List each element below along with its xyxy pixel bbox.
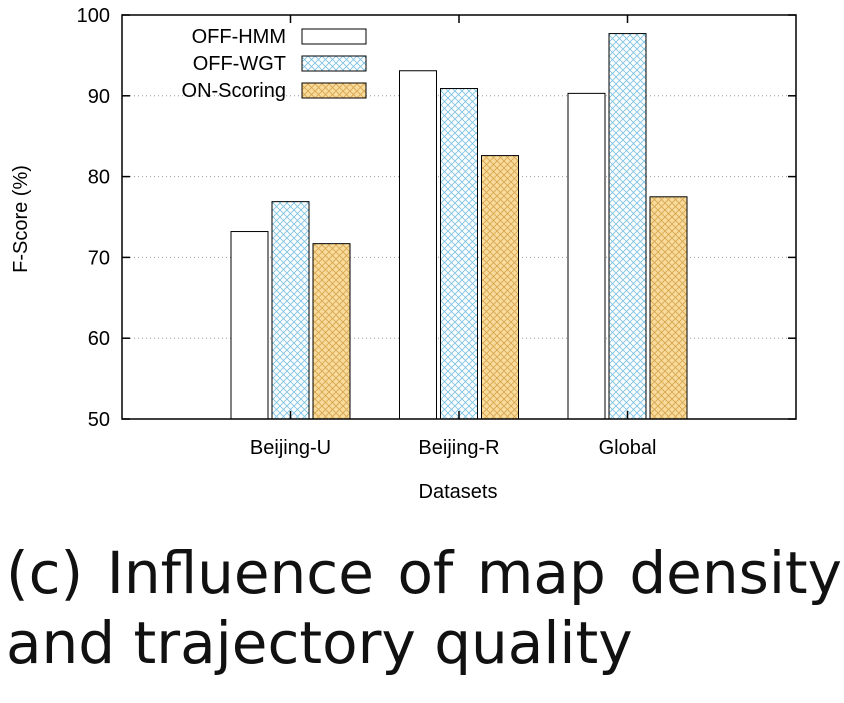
bar-chart: 50 60 70 80 90 100 Beijing-U Beijing-R Global Da… xyxy=(10,5,797,503)
y-tick-label: 80 xyxy=(88,167,110,189)
y-axis-label: F-Score (%) xyxy=(10,165,32,273)
bar-off-wgt-beijing-r xyxy=(440,88,478,420)
x-tick-label: Beijing-R xyxy=(418,437,499,459)
legend-label: OFF-WGT xyxy=(193,53,286,75)
axis-ticks: 50 60 70 80 90 100 Beijing-U Beijing-R Global xyxy=(77,5,796,459)
bar-on-scoring-global xyxy=(649,196,688,420)
legend-swatch-off-wgt xyxy=(301,55,367,72)
bar-off-hmm-beijing-r xyxy=(399,70,437,420)
bar-on-scoring-beijing-r xyxy=(481,155,519,420)
legend-label: ON-Scoring xyxy=(182,80,286,102)
legend-swatch-on-scoring xyxy=(301,82,367,99)
bar-off-wgt-beijing-u xyxy=(271,201,310,420)
y-tick-label: 70 xyxy=(88,247,110,269)
y-tick-label: 90 xyxy=(88,86,110,108)
bar-off-hmm-beijing-u xyxy=(230,231,269,420)
bars xyxy=(230,33,688,420)
legend-label: OFF-HMM xyxy=(192,26,286,48)
legend: OFF-HMM OFF-WGT ON-Scoring xyxy=(182,26,367,102)
y-tick-label: 100 xyxy=(77,5,110,27)
bar-off-hmm-global xyxy=(567,92,606,420)
x-axis-label: Datasets xyxy=(419,481,498,503)
y-tick-label: 50 xyxy=(88,409,110,431)
x-tick-label: Global xyxy=(599,437,657,459)
bar-off-wgt-global xyxy=(608,33,647,420)
legend-swatch-off-hmm xyxy=(301,28,367,45)
figure-caption: (c) Influence of map density and traject… xyxy=(6,539,842,677)
x-tick-label: Beijing-U xyxy=(250,437,331,459)
y-tick-label: 60 xyxy=(88,328,110,350)
bar-on-scoring-beijing-u xyxy=(312,243,351,420)
